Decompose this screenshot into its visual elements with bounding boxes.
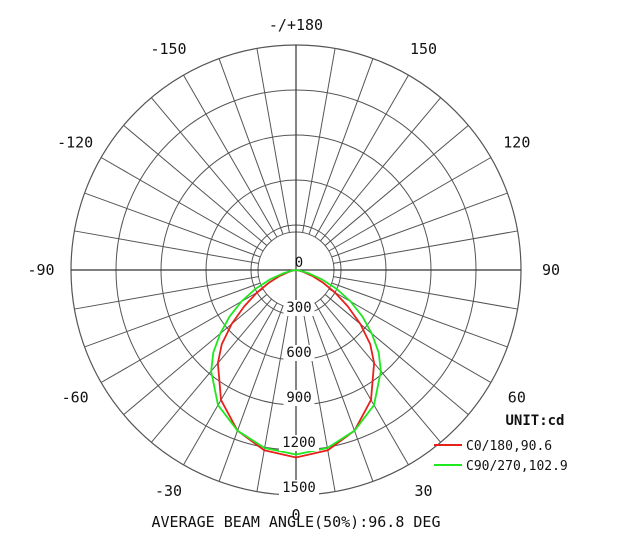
- angle-label: -120: [57, 134, 93, 152]
- radial-tick-bg: [279, 435, 319, 451]
- grid-spoke: [314, 302, 409, 466]
- legend: C0/180,90.6 C90/270,102.9: [434, 439, 568, 474]
- angle-label: -30: [155, 482, 182, 500]
- radial-tick-label: 1500: [282, 480, 316, 496]
- grid-spoke: [256, 307, 290, 492]
- angle-label: 0: [291, 506, 300, 524]
- grid-spoke: [150, 97, 272, 242]
- grid-spoke: [331, 282, 508, 348]
- grid-spoke: [74, 276, 259, 310]
- grid-spoke: [256, 48, 290, 233]
- grid-spoke: [331, 192, 508, 258]
- series-curve-1: [210, 269, 382, 456]
- radial-tick-label: 900: [286, 390, 311, 406]
- angle-label: -/+180: [269, 16, 323, 34]
- grid-spoke: [320, 97, 442, 242]
- unit-label: UNIT:cd: [505, 413, 564, 429]
- legend-label-c0: C0/180,90.6: [466, 439, 552, 454]
- series-curves: [210, 269, 382, 459]
- legend-label-c90: C90/270,102.9: [466, 459, 568, 474]
- grid-spoke: [333, 230, 518, 264]
- angle-label: -60: [62, 389, 89, 407]
- grid-spoke: [123, 294, 268, 416]
- angle-label: -150: [150, 40, 186, 58]
- grid-spoke: [333, 276, 518, 310]
- grid-spoke: [328, 157, 492, 252]
- grid-spoke: [218, 58, 284, 235]
- grid-spoke: [308, 58, 374, 235]
- grid-spoke: [183, 302, 278, 466]
- grid-spoke: [302, 307, 336, 492]
- radial-tick-label: 1200: [282, 435, 316, 451]
- radial-tick-label: 300: [286, 300, 311, 316]
- angle-label: 30: [414, 482, 432, 500]
- grid-spoke: [328, 288, 492, 383]
- radial-tick-bg: [283, 345, 315, 361]
- series-curve-0: [217, 269, 375, 459]
- grid-spoke: [308, 305, 374, 482]
- radial-tick-bg: [283, 300, 315, 316]
- grid-spoke: [74, 230, 259, 264]
- angle-label: 150: [410, 40, 437, 58]
- grid-spoke: [324, 294, 469, 416]
- angle-label: -90: [27, 261, 54, 279]
- radial-tick-label: 600: [286, 345, 311, 361]
- grid-spoke: [314, 74, 409, 238]
- grid-spoke: [324, 124, 469, 246]
- angle-label: 60: [508, 389, 526, 407]
- grid-spoke: [84, 282, 261, 348]
- grid-spoke: [218, 305, 284, 482]
- grid-spoke: [84, 192, 261, 258]
- radial-tick-bg: [283, 390, 315, 406]
- angle-label: 90: [542, 261, 560, 279]
- grid-spoke: [302, 48, 336, 233]
- grid-spoke: [123, 124, 268, 246]
- angle-label: 120: [503, 134, 530, 152]
- axis-labels: 0 300 600 900 1200 1500 0 30 -30 60 -60 90 -90 120 -12…: [27, 16, 560, 524]
- grid-spoke: [100, 157, 264, 252]
- radial-tick-label: 0: [295, 255, 303, 271]
- radial-tick-bg: [279, 480, 319, 496]
- grid-spoke: [183, 74, 278, 238]
- beam-angle-footer: AVERAGE BEAM ANGLE(50%):96.8 DEG: [152, 513, 441, 531]
- grid-spoke: [100, 288, 264, 383]
